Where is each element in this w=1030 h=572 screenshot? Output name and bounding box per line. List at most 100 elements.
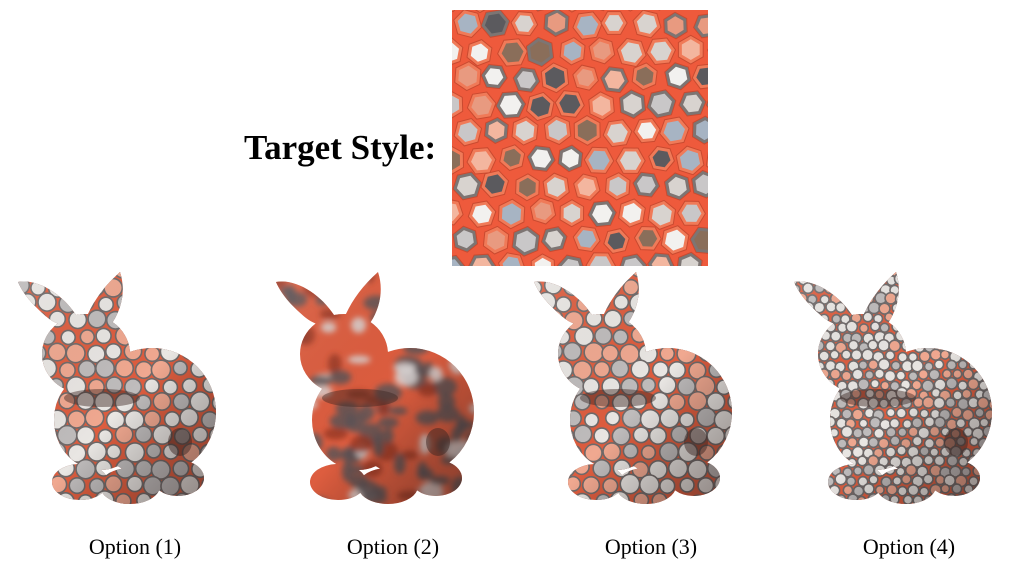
texture-cell [632,10,662,39]
texture-cell [633,225,662,251]
texture-cell [557,254,584,266]
texture-cell [526,145,556,172]
texture-cell [474,10,486,14]
texture-cell [526,91,555,122]
texture-cell [648,145,675,172]
bunny-surface [276,272,474,504]
texture-cell [480,63,508,90]
texture-cell [511,225,541,257]
texture-cell [497,252,525,266]
texture-cell [452,171,483,201]
texture-cell [535,10,545,12]
texture-cell [554,90,585,118]
texture-cell [646,89,677,119]
texture-cell [572,225,601,253]
texture-cell [659,116,690,146]
texture-cell [689,226,708,254]
texture-cell [452,254,466,266]
texture-cell [495,90,527,119]
texture-cell [599,10,605,12]
texture-cell [511,116,539,146]
texture-cell [706,48,708,53]
option-3-bunny [534,272,732,504]
texture-cell [603,228,630,255]
texture-cell [604,172,631,201]
texture-cell [452,91,464,119]
texture-cell [677,200,706,226]
texture-cell [585,252,616,266]
texture-cell [529,197,557,225]
option-1-bunny [18,272,216,504]
texture-cell [615,147,646,174]
texture-cell [572,11,603,40]
texture-cell [466,91,497,120]
texture-cell [482,225,510,255]
texture-cell [543,10,570,38]
texture-cell [660,225,690,256]
texture-cell [452,199,464,226]
target-style-texture [452,10,708,266]
texture-cell [663,11,688,40]
texture-cell [678,90,707,117]
texture-cell [675,145,705,176]
texture-cell [632,171,661,198]
option-4-caption: Option (4) [862,534,956,559]
texture-cell [480,169,510,199]
texture-cell [691,169,708,199]
option-4-bunny [794,272,992,504]
texture-cell [543,115,572,146]
texture-cell [530,253,555,266]
texture-cell [664,62,692,91]
texture-cell [559,199,585,228]
texture-cell [512,66,541,93]
texture-cell [705,99,708,109]
texture-cell [467,200,497,228]
texture-cell [559,37,586,66]
texture-cell [647,199,677,230]
texture-cell [691,63,708,90]
texture-cell [452,10,456,13]
texture-cell [510,11,539,37]
texture-cell [677,34,704,65]
texture-cell [468,253,497,266]
texture-cell [583,146,615,174]
texture-cell [676,251,703,266]
option-2-caption: Option (2) [346,534,440,559]
texture-cell [540,62,570,94]
option-2-bunny [276,272,474,504]
texture-cell [542,172,570,202]
bunny-surface [534,272,732,504]
texture-cell [663,172,692,201]
texture-cell [557,144,584,173]
texture-cell [588,91,615,121]
texture-cell [693,13,708,39]
texture-cell [616,37,647,68]
texture-cell [454,61,482,92]
target-style-label: Target Style: [244,128,437,167]
texture-cell [497,198,526,230]
texture-cell [588,37,616,65]
texture-cell [497,38,529,67]
texture-cell [483,116,509,144]
texture-cell [647,252,675,266]
texture-cell [466,39,493,67]
texture-cell [600,11,628,35]
option-3-caption: Option (3) [604,534,698,559]
texture-cell [572,64,599,91]
texture-cell [540,226,568,253]
bunny-surface [18,272,216,504]
texture-cell [618,89,647,119]
bunny-surface [794,272,992,504]
texture-cell [453,10,483,39]
texture-cell [515,173,540,202]
texture-cell [645,37,677,66]
texture-cell [452,37,464,65]
texture-cell [705,151,708,168]
texture-cell [631,62,658,91]
texture-cell [602,119,633,148]
texture-cell [600,66,630,94]
texture-cell [453,117,483,147]
texture-cell [633,117,661,144]
texture-cell [466,147,497,175]
texture-cell [452,145,465,175]
